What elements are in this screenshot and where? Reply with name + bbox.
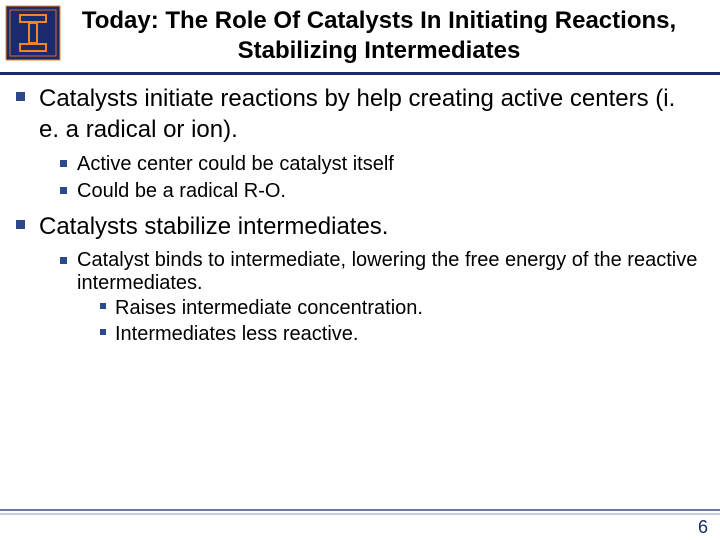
square-bullet-icon bbox=[60, 257, 67, 264]
bullet-level2: Could be a radical R-O. bbox=[60, 178, 700, 204]
square-bullet-icon bbox=[100, 303, 106, 309]
page-number: 6 bbox=[698, 517, 708, 538]
bullet-level2: Catalyst binds to intermediate, lowering… bbox=[60, 249, 700, 347]
footer-divider bbox=[0, 513, 720, 515]
square-bullet-icon bbox=[100, 329, 106, 335]
square-bullet-icon bbox=[60, 187, 67, 194]
bullet-level2: Active center could be catalyst itself bbox=[60, 151, 700, 177]
square-bullet-icon bbox=[16, 220, 25, 229]
bullet-level3: Raises intermediate concentration. bbox=[100, 295, 700, 321]
square-bullet-icon bbox=[16, 92, 25, 101]
university-logo bbox=[4, 4, 62, 62]
footer-divider bbox=[0, 509, 720, 511]
bullet-level3: Intermediates less reactive. bbox=[100, 321, 700, 347]
square-bullet-icon bbox=[60, 160, 67, 167]
slide-content: Catalysts initiate reactions by help cre… bbox=[0, 75, 720, 354]
slide-header: Today: The Role Of Catalysts In Initiati… bbox=[0, 0, 720, 75]
bullet-level1: Catalysts initiate reactions by help cre… bbox=[16, 83, 700, 145]
slide-title: Today: The Role Of Catalysts In Initiati… bbox=[68, 0, 720, 72]
bullet-level1: Catalysts stabilize intermediates. bbox=[16, 211, 700, 242]
